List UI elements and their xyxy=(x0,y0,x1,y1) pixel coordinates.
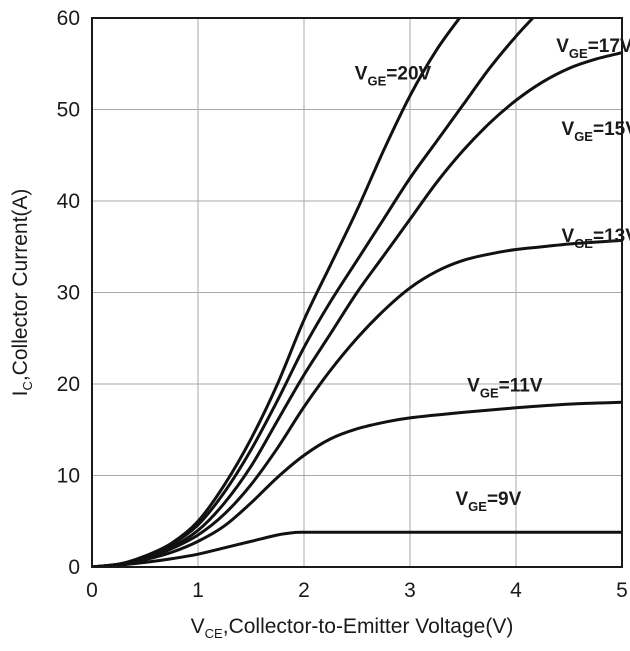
x-tick-label: 4 xyxy=(510,579,522,602)
curve-label-vge-11v: VGE=11V xyxy=(467,375,543,400)
x-axis-title-main: V xyxy=(191,615,205,638)
plot-frame xyxy=(91,17,623,568)
x-tick-label: 5 xyxy=(616,579,628,602)
y-tick-label: 0 xyxy=(68,556,80,579)
y-tick-label: 40 xyxy=(57,190,80,213)
y-tick-label: 10 xyxy=(57,465,80,488)
y-tick-label: 50 xyxy=(57,99,80,122)
curve-label-vge-13v: VGE=13V xyxy=(562,226,630,251)
y-axis-title: IC,Collector Current(A) xyxy=(9,189,35,397)
curve-label-vge-20v: VGE=20V xyxy=(355,63,432,88)
series-line-vge-15v xyxy=(92,51,622,567)
y-tick-label: 30 xyxy=(57,282,80,305)
x-tick-label: 0 xyxy=(86,579,98,602)
x-tick-label: 2 xyxy=(298,579,310,602)
x-axis-title-rest: ,Collector-to-Emitter Voltage(V) xyxy=(223,615,514,638)
y-axis-title-rest: ,Collector Current(A) xyxy=(9,189,32,382)
y-tick-label: 60 xyxy=(57,7,80,30)
label-layer: VGE=20V VGE=17V VGE=15V VGE=13V VGE=11V VGE=9… xyxy=(355,36,630,514)
x-axis-title-subscript: CE xyxy=(205,626,223,641)
grid-layer xyxy=(92,18,622,567)
series-line-vge-17v xyxy=(92,18,535,567)
series-layer xyxy=(92,18,622,567)
x-axis-title: VCE,Collector-to-Emitter Voltage(V) xyxy=(191,615,514,641)
y-axis-title-subscript: C xyxy=(20,381,35,390)
series-line-vge-11v xyxy=(92,400,622,567)
y-tick-label: 20 xyxy=(57,373,80,396)
curve-label-vge-9v: VGE=9V xyxy=(455,489,521,514)
y-axis-title-main: I xyxy=(9,391,32,397)
series-line-vge-13v xyxy=(92,238,622,567)
x-tick-label: 3 xyxy=(404,579,416,602)
curve-label-vge-17v: VGE=17V xyxy=(556,36,630,61)
series-line-vge-9v xyxy=(92,530,622,567)
curve-label-vge-15v: VGE=15V xyxy=(562,119,630,144)
x-tick-label: 1 xyxy=(192,579,204,602)
